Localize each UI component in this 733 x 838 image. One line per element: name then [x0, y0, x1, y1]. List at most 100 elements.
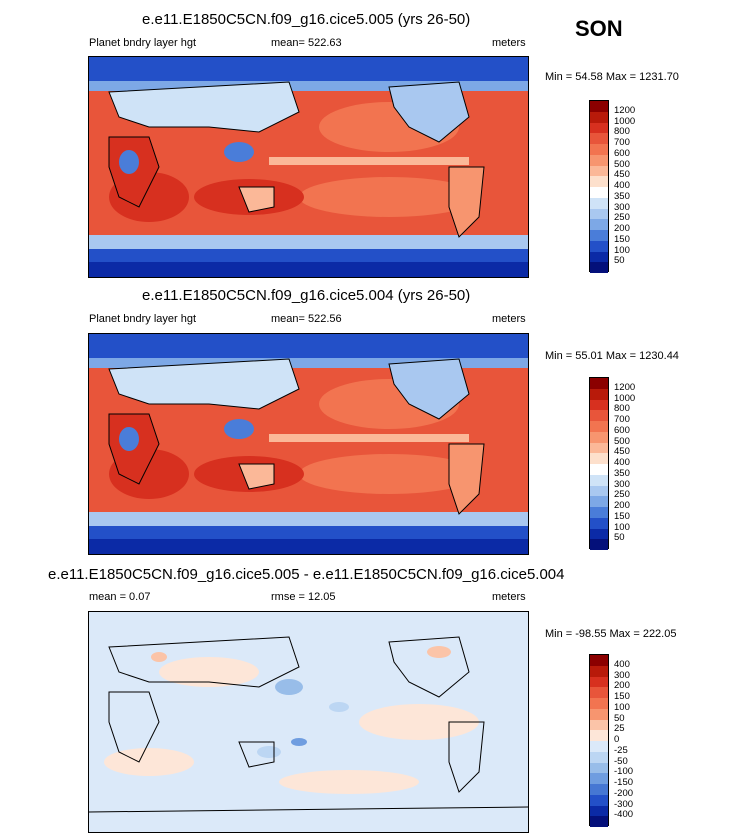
colorbar-swatch — [590, 805, 608, 817]
colorbar-swatch — [590, 165, 608, 177]
colorbar-swatch — [590, 240, 608, 252]
colorbar-swatch — [590, 410, 608, 421]
colorbar-level-label: -100 — [614, 766, 634, 778]
colorbar-swatch — [590, 762, 608, 774]
panel-1-variable-label: Planet bndry layer hgt — [89, 37, 197, 49]
colorbar-level-label: -25 — [614, 744, 628, 756]
panel-3-minmax: Min = -98.55 Max = 222.05 — [545, 628, 677, 640]
panel-3-rmse-label: rmse = 12.05 — [271, 591, 336, 603]
colorbar-level-label: -150 — [614, 777, 634, 788]
colorbar-level-label: 100 — [614, 701, 630, 713]
colorbar-level-label: 450 — [614, 169, 630, 181]
panel-3-mean-label: mean = 0.07 — [89, 591, 151, 603]
colorbar-swatch — [590, 784, 608, 795]
colorbar-level-label: -50 — [614, 755, 628, 767]
colorbar-level-label: 350 — [614, 467, 630, 479]
colorbar-level-label: 500 — [614, 158, 630, 170]
panel-3-colorbar — [589, 654, 609, 827]
panel-1-units-label: meters — [492, 37, 526, 49]
panel-1-mean-label: mean= 522.63 — [271, 37, 342, 49]
colorbar-level-label: 200 — [614, 680, 630, 692]
colorbar-level-label: -400 — [614, 809, 634, 821]
colorbar-level-label: 0 — [614, 734, 620, 745]
colorbar-level-label: 450 — [614, 446, 630, 458]
colorbar-swatch — [590, 517, 608, 529]
colorbar-swatch — [590, 388, 608, 400]
colorbar-level-label: 50 — [614, 532, 625, 544]
colorbar-level-label: 100 — [614, 244, 630, 256]
colorbar-swatch — [590, 251, 608, 263]
colorbar-level-label: 1200 — [614, 104, 636, 116]
colorbar-swatch — [590, 794, 608, 806]
colorbar-swatch — [590, 730, 608, 741]
colorbar-swatch — [590, 528, 608, 540]
panel-1-minmax: Min = 54.58 Max = 1231.70 — [545, 71, 679, 83]
colorbar-level-label: 400 — [614, 457, 630, 468]
colorbar-level-label: 600 — [614, 147, 630, 159]
colorbar-level-label: 800 — [614, 403, 630, 415]
panel-1-colorbar — [589, 100, 609, 273]
colorbar-swatch — [590, 816, 608, 827]
colorbar-level-label: 50 — [614, 255, 625, 267]
colorbar-level-label: 300 — [614, 669, 630, 681]
colorbar-swatch — [590, 197, 608, 209]
colorbar-level-label: 400 — [614, 658, 630, 670]
colorbar-level-label: 50 — [614, 712, 625, 724]
colorbar-swatch — [590, 708, 608, 720]
colorbar-level-label: 150 — [614, 691, 630, 702]
colorbar-swatch — [590, 431, 608, 443]
colorbar-swatch — [590, 154, 608, 166]
colorbar-level-label: 1000 — [614, 392, 636, 404]
colorbar-level-label: 250 — [614, 212, 630, 224]
colorbar-swatch — [590, 111, 608, 123]
colorbar-level-label: -200 — [614, 787, 634, 799]
colorbar-swatch — [590, 751, 608, 763]
panel-2-minmax: Min = 55.01 Max = 1230.44 — [545, 350, 679, 362]
colorbar-swatch — [590, 773, 608, 784]
colorbar-swatch — [590, 453, 608, 464]
colorbar-level-label: 400 — [614, 180, 630, 191]
colorbar-level-label: 700 — [614, 414, 630, 425]
colorbar-swatch — [590, 442, 608, 454]
panel-2-mean-label: mean= 522.56 — [271, 313, 342, 325]
colorbar-swatch — [590, 208, 608, 220]
colorbar-level-label: 150 — [614, 233, 630, 245]
colorbar-level-label: 800 — [614, 126, 630, 138]
colorbar-swatch — [590, 421, 608, 432]
colorbar-swatch — [590, 655, 608, 666]
colorbar-swatch — [590, 176, 608, 187]
colorbar-swatch — [590, 687, 608, 698]
panel-3-units-label: meters — [492, 591, 526, 603]
colorbar-level-label: 1200 — [614, 381, 636, 393]
colorbar-swatch — [590, 676, 608, 688]
panel-2-map — [88, 333, 529, 555]
panel-3-title: e.e11.E1850C5CN.f09_g16.cice5.005 - e.e1… — [48, 566, 565, 583]
season-label: SON — [575, 16, 623, 41]
colorbar-level-label: 600 — [614, 424, 630, 436]
colorbar-swatch — [590, 496, 608, 507]
colorbar-level-label: 150 — [614, 510, 630, 522]
colorbar-swatch — [590, 144, 608, 155]
colorbar-swatch — [590, 133, 608, 144]
colorbar-swatch — [590, 474, 608, 486]
colorbar-level-label: 200 — [614, 223, 630, 234]
colorbar-swatch — [590, 122, 608, 134]
colorbar-level-label: 300 — [614, 478, 630, 490]
colorbar-level-label: -300 — [614, 798, 634, 810]
panel-2-variable-label: Planet bndry layer hgt — [89, 313, 197, 325]
colorbar-level-label: 200 — [614, 500, 630, 511]
colorbar-swatch — [590, 464, 608, 475]
colorbar-level-label: 500 — [614, 435, 630, 447]
colorbar-level-label: 350 — [614, 190, 630, 202]
colorbar-swatch — [590, 485, 608, 497]
colorbar-level-label: 250 — [614, 489, 630, 501]
panel-2-colorbar — [589, 377, 609, 550]
colorbar-swatch — [590, 698, 608, 709]
panel-2-title: e.e11.E1850C5CN.f09_g16.cice5.004 (yrs 2… — [142, 287, 471, 304]
colorbar-swatch — [590, 507, 608, 518]
colorbar-level-label: 700 — [614, 137, 630, 148]
colorbar-swatch — [590, 187, 608, 198]
colorbar-level-label: 1000 — [614, 115, 636, 127]
colorbar-swatch — [590, 665, 608, 677]
colorbar-level-label: 25 — [614, 723, 625, 735]
